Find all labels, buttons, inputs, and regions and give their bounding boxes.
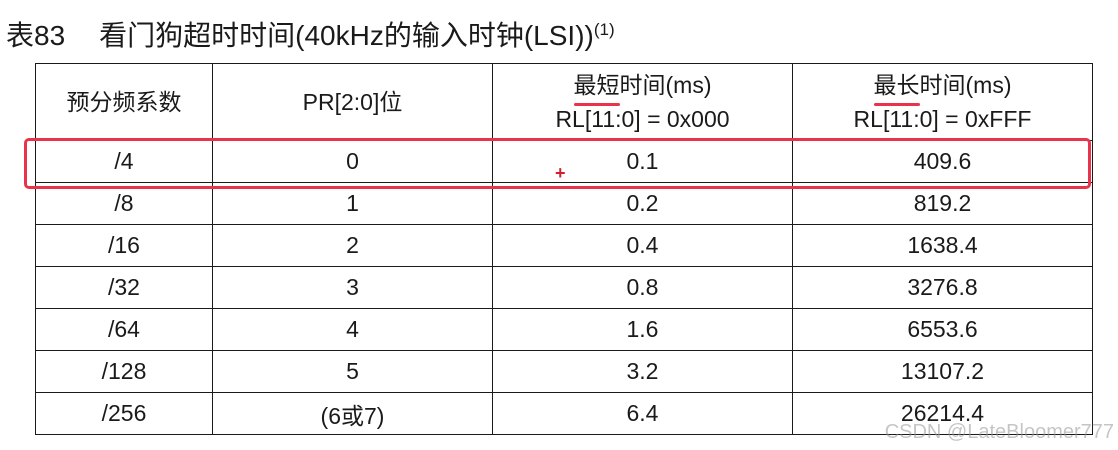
cell-max-time: 26214.4: [792, 392, 1093, 435]
cell-pr-bits: 3: [212, 266, 493, 309]
max-reload-label: RL[11:0] = 0xFFF: [853, 106, 1032, 132]
cell-min-time: 1.6: [492, 308, 793, 351]
cell-pr-bits: 4: [212, 308, 493, 351]
header-pr-bits: PR[2:0]位: [212, 63, 493, 141]
watchdog-timeout-table: 预分频系数 PR[2:0]位 最短时间(ms) RL[11:0] = 0x000…: [35, 63, 1093, 435]
cell-min-time: 0.1: [492, 140, 793, 183]
min-reload-label: RL[11:0] = 0x000: [555, 106, 730, 132]
cell-max-time: 3276.8: [792, 266, 1093, 309]
cell-min-time: 3.2: [492, 350, 793, 393]
table-row: /4 0 0.1 409.6: [35, 140, 1093, 183]
header-prescaler: 预分频系数: [35, 63, 213, 141]
cell-pr-bits: 2: [212, 224, 493, 267]
table-row: /32 3 0.8 3276.8: [35, 266, 1093, 309]
watermark: CSDN @LateBloomer777: [884, 421, 1114, 443]
table-row: /16 2 0.4 1638.4: [35, 224, 1093, 267]
header-pr-bits-label: PR[2:0]位: [302, 89, 403, 115]
cell-min-time: 0.4: [492, 224, 793, 267]
cell-min-time: 0.2: [492, 182, 793, 225]
table-title: 看门狗超时时间(40kHz的输入时钟(LSI)): [99, 20, 594, 51]
table-row: /128 5 3.2 13107.2: [35, 350, 1093, 393]
cell-pr-bits: 5: [212, 350, 493, 393]
cell-pr-bits: 1: [212, 182, 493, 225]
cell-max-time: 13107.2: [792, 350, 1093, 393]
cell-max-time: 819.2: [792, 182, 1093, 225]
table-row: /8 1 0.2 819.2: [35, 182, 1093, 225]
cell-prescaler: /256: [35, 392, 213, 435]
table-row: /64 4 1.6 6553.6: [35, 308, 1093, 351]
min-time-unit-label: 时间(ms): [619, 72, 712, 98]
max-underlined-text: 最长: [873, 68, 920, 106]
table-caption: 表83 看门狗超时时间(40kHz的输入时钟(LSI))(1): [6, 18, 615, 54]
cell-pr-bits: (6或7): [212, 392, 493, 435]
cell-prescaler: /128: [35, 350, 213, 393]
crosshair-cursor-icon: +: [555, 163, 566, 183]
min-underlined-text: 最短: [573, 68, 620, 106]
cell-prescaler: /64: [35, 308, 213, 351]
cell-max-time: 409.6: [792, 140, 1093, 183]
cell-max-time: 1638.4: [792, 224, 1093, 267]
header-row: 预分频系数 PR[2:0]位 最短时间(ms) RL[11:0] = 0x000…: [35, 63, 1093, 141]
cell-max-time: 6553.6: [792, 308, 1093, 351]
cell-pr-bits: 0: [212, 140, 493, 183]
cell-prescaler: /8: [35, 182, 213, 225]
header-min-time: 最短时间(ms) RL[11:0] = 0x000: [492, 63, 793, 141]
table-number: 表83: [6, 20, 66, 51]
cell-min-time: 0.8: [492, 266, 793, 309]
max-time-unit-label: 时间(ms): [919, 72, 1012, 98]
header-prescaler-label: 预分频系数: [66, 89, 182, 115]
header-max-time: 最长时间(ms) RL[11:0] = 0xFFF: [792, 63, 1093, 141]
cell-prescaler: /32: [35, 266, 213, 309]
cell-prescaler: /16: [35, 224, 213, 267]
footnote-marker: (1): [593, 20, 615, 39]
cell-prescaler: /4: [35, 140, 213, 183]
cell-min-time: 6.4: [492, 392, 793, 435]
table-row: /256 (6或7) 6.4 26214.4: [35, 392, 1093, 435]
